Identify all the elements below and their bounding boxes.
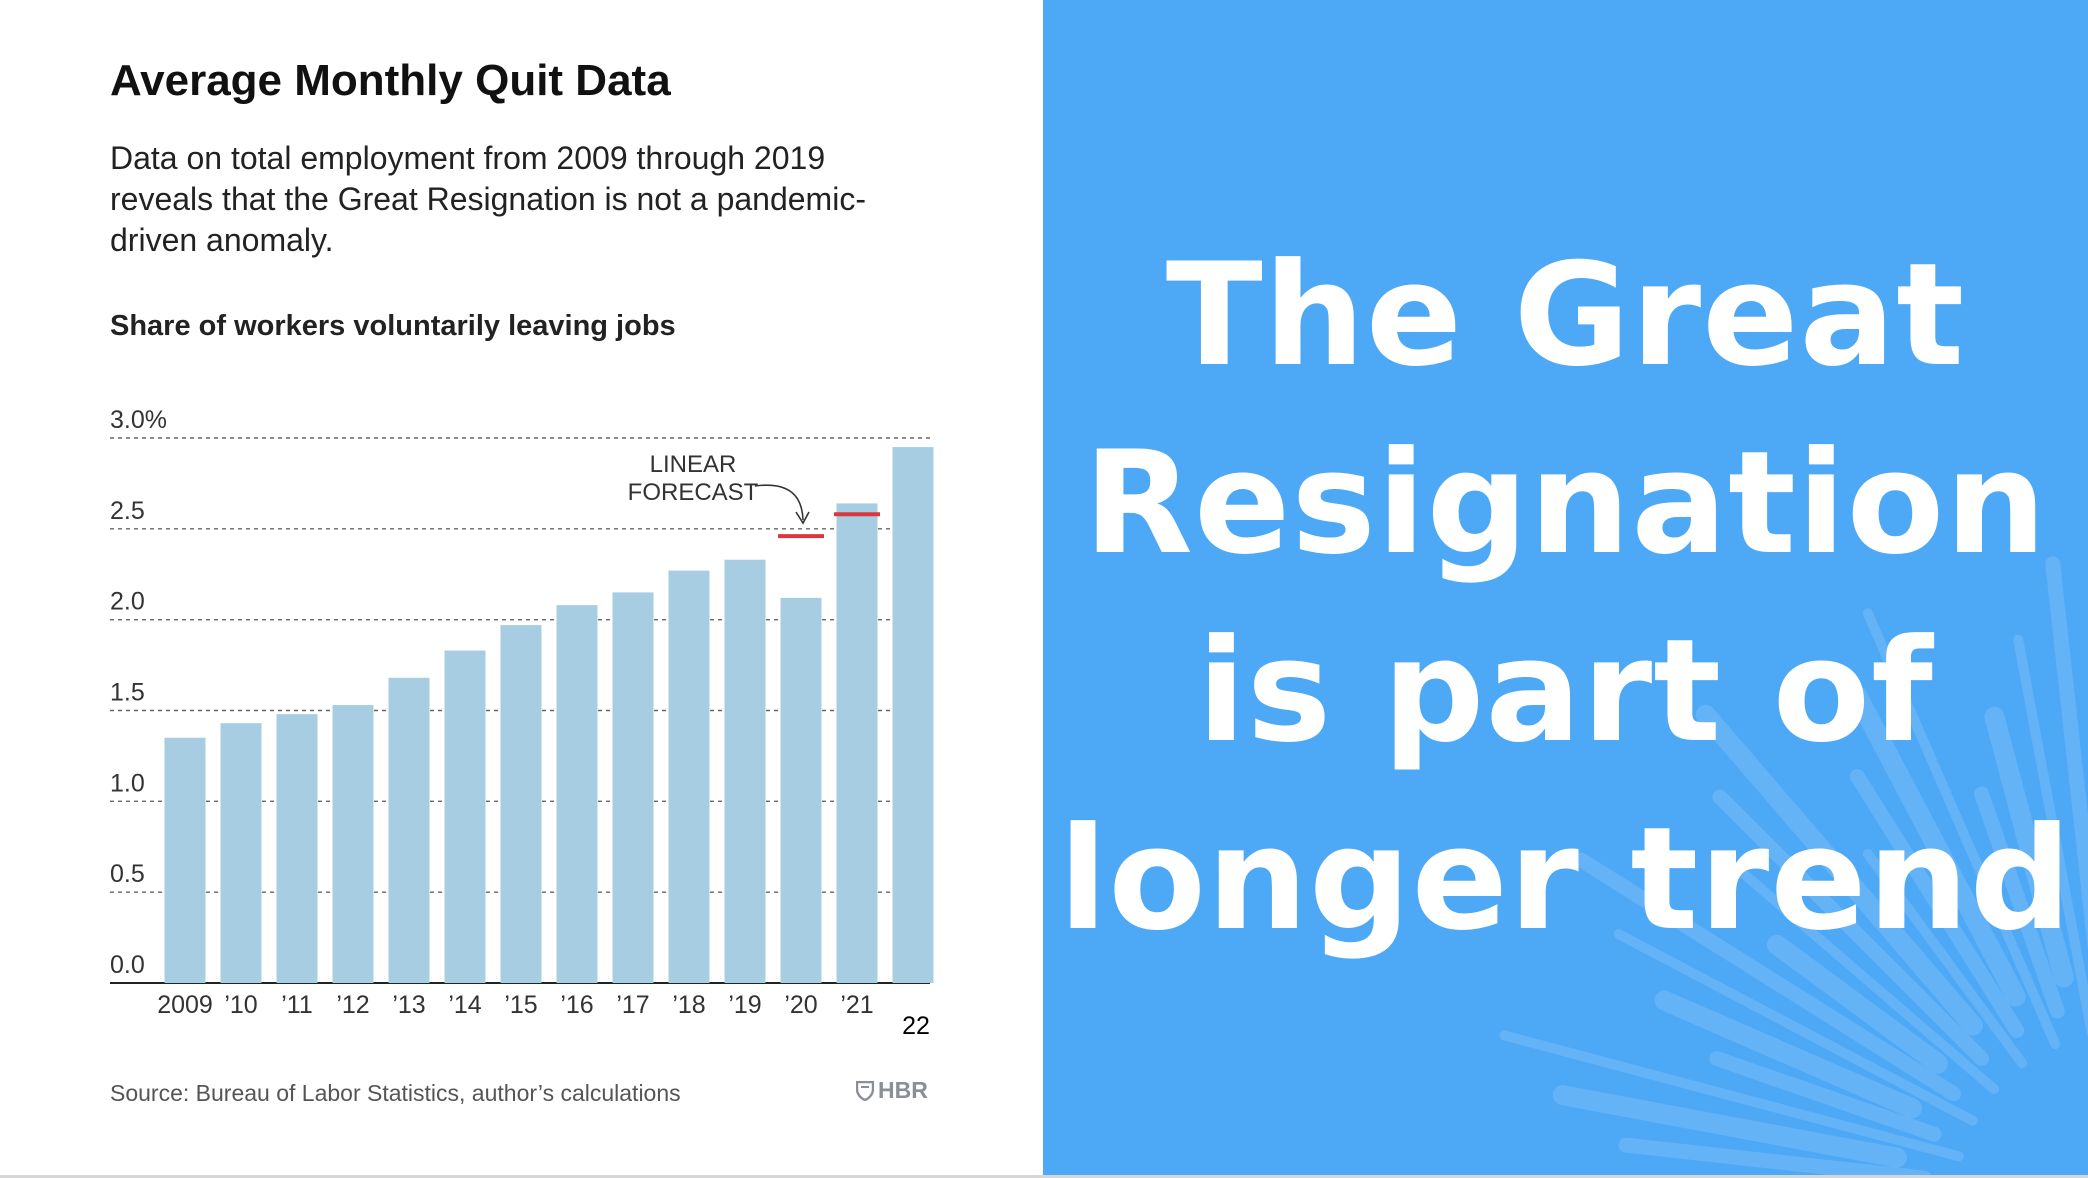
bar: [332, 705, 374, 983]
headline: The Great Resignation is part of longer …: [1058, 233, 2073, 962]
bar: [164, 737, 206, 983]
bar: [444, 650, 486, 983]
decorative-ray: [1573, 852, 1962, 1102]
decorative-ray: [1618, 1137, 1932, 1178]
sunburst-decoration: [1043, 0, 2088, 1178]
decorative-ray: [1552, 1085, 1907, 1168]
bar: [892, 447, 934, 983]
bottom-divider: [0, 1175, 2088, 1178]
x-tick-label: ’14: [448, 991, 481, 1019]
decorative-ray: [1847, 685, 2026, 1007]
decorative-ray: [1709, 1051, 1942, 1142]
x-tick-label: ’16: [560, 991, 593, 1019]
chart-title: Average Monthly Quit Data: [110, 56, 671, 105]
decorative-ray: [2013, 634, 2088, 1037]
y-tick-label: 0.5: [110, 860, 145, 888]
decorative-ray: [1974, 786, 2065, 1019]
y-tick-label: 3.0%: [110, 406, 167, 434]
bar: [612, 592, 654, 983]
hbr-logo: HBR: [856, 1077, 928, 1104]
y-axis-ticks: 3.0% 2.5 2.0 1.5 1.0 0.5 0.0: [110, 406, 167, 979]
decorative-ray: [1738, 868, 2000, 1095]
x-tick-label: ’15: [504, 991, 537, 1019]
annotation-arrowhead: [795, 511, 810, 525]
brand-label: HBR: [878, 1077, 928, 1103]
decorative-ray: [1712, 789, 1990, 1067]
source-note: Source: Bureau of Labor Statistics, auth…: [110, 1080, 681, 1106]
chart-subtitle: Data on total employment from 2009 throu…: [110, 140, 866, 258]
decorative-ray: [1499, 1030, 1964, 1162]
x-tick-label: 22: [902, 1012, 930, 1040]
x-tick-label: ’13: [392, 991, 425, 1019]
chart-measure-label: Share of workers voluntarily leaving job…: [110, 310, 676, 342]
decorative-ray: [1862, 608, 2061, 1050]
bar: [388, 677, 430, 983]
bars: [164, 447, 934, 983]
decorative-ray: [1984, 706, 2074, 988]
x-tick-label: ’19: [728, 991, 761, 1019]
bar: [276, 714, 318, 983]
bar: [500, 625, 542, 983]
forecast-markers: [778, 512, 880, 539]
bar: [836, 503, 878, 983]
x-tick-label: ’18: [672, 991, 705, 1019]
bar: [780, 597, 822, 983]
annotation-line-2: FORECAST: [628, 479, 759, 506]
x-tick-label: 2009: [157, 991, 213, 1019]
bar: [668, 570, 710, 983]
annotation-line-1: LINEAR: [650, 451, 737, 478]
bar: [556, 605, 598, 983]
bar-chart: 3.0% 2.5 2.0 1.5 1.0 0.5 0.0 2009 ’10 ’1…: [110, 406, 934, 1040]
x-tick-label: ’21: [840, 991, 873, 1019]
x-tick-label: ’17: [616, 991, 649, 1019]
shield-icon: [856, 1080, 874, 1101]
forecast-annotation: LINEAR FORECAST: [628, 451, 810, 525]
y-tick-label: 2.5: [110, 497, 145, 525]
x-axis-ticks: 2009 ’10 ’11 ’12 ’13 ’14 ’15 ’16 ’17 ’18…: [157, 991, 930, 1040]
y-tick-label: 1.0: [110, 769, 145, 797]
x-tick-label: ’12: [336, 991, 369, 1019]
annotation-arrow: [754, 484, 804, 521]
y-tick-label: 2.0: [110, 588, 145, 616]
decorative-ray: [2045, 556, 2088, 952]
decorative-ray: [1695, 704, 1984, 1036]
y-tick-label: 0.0: [110, 951, 145, 979]
bar: [724, 559, 766, 983]
bar: [220, 723, 262, 983]
decorative-ray: [1849, 768, 2025, 1039]
decorative-ray: [1862, 848, 2028, 1069]
decorative-ray: [1654, 990, 1923, 1119]
decorative-ray: [1766, 934, 1948, 1074]
x-tick-label: ’20: [784, 991, 817, 1019]
x-tick-label: ’10: [224, 991, 257, 1019]
decorative-ray: [1613, 929, 1978, 1126]
headline-panel: The Great Resignation is part of longer …: [1043, 0, 2088, 1178]
x-tick-label: ’11: [281, 991, 313, 1019]
chart-panel: Average Monthly Quit Data Data on total …: [0, 0, 1043, 1178]
y-tick-label: 1.5: [110, 679, 145, 707]
